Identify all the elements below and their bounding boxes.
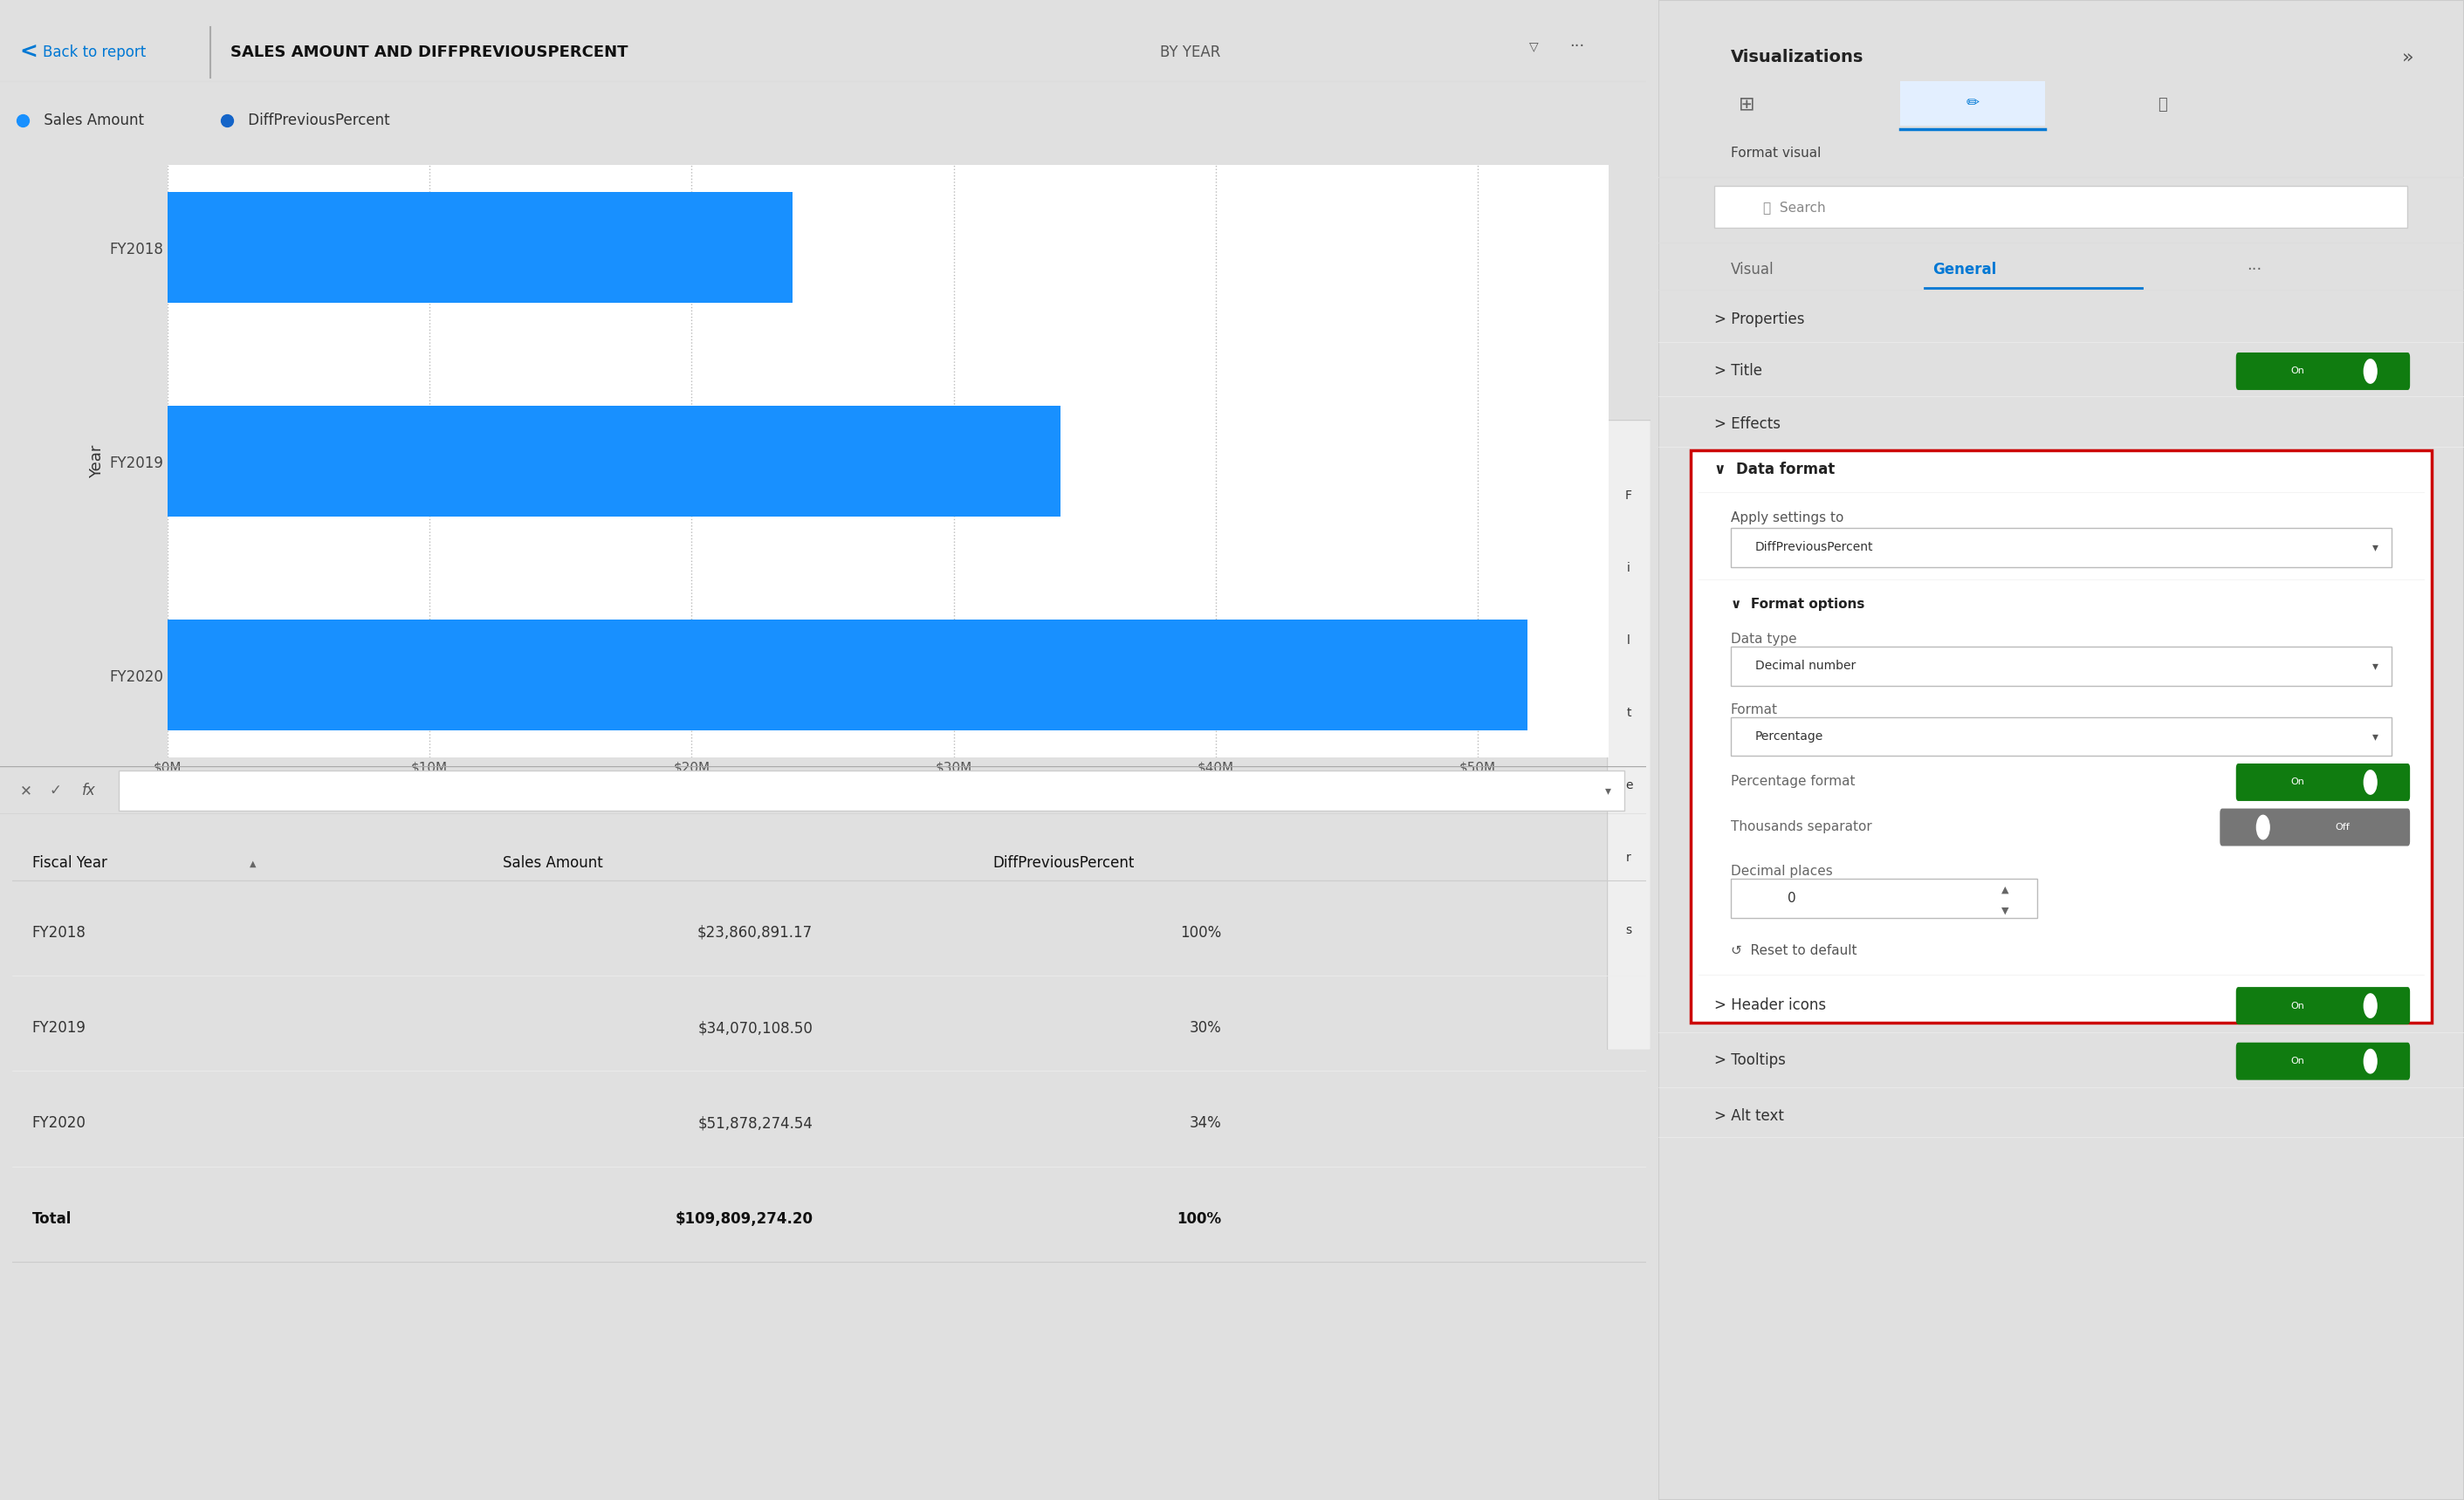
FancyBboxPatch shape <box>2235 987 2410 1025</box>
Text: 100%: 100% <box>1180 926 1222 941</box>
Bar <box>168 192 793 303</box>
Text: fx: fx <box>81 783 96 798</box>
Text: l: l <box>1626 634 1631 646</box>
Text: 100%: 100% <box>1178 1211 1222 1227</box>
FancyBboxPatch shape <box>1730 717 2393 756</box>
Circle shape <box>2363 1050 2378 1072</box>
Text: F: F <box>1626 489 1631 501</box>
Text: Percentage format: Percentage format <box>1730 776 1855 788</box>
Text: Format visual: Format visual <box>1730 147 1821 159</box>
Text: > Effects: > Effects <box>1715 417 1781 432</box>
Text: FY2020: FY2020 <box>32 1116 86 1131</box>
Text: Sales Amount: Sales Amount <box>503 855 604 871</box>
Text: ▾: ▾ <box>1604 784 1611 797</box>
Text: 34%: 34% <box>1190 1116 1222 1131</box>
FancyBboxPatch shape <box>2220 808 2410 846</box>
FancyBboxPatch shape <box>2235 352 2410 390</box>
FancyBboxPatch shape <box>118 771 1624 810</box>
Text: Off: Off <box>2336 824 2351 831</box>
Y-axis label: Year: Year <box>89 444 103 478</box>
Text: SALES AMOUNT AND DIFFPREVIOUSPERCENT: SALES AMOUNT AND DIFFPREVIOUSPERCENT <box>232 45 628 60</box>
Text: General: General <box>1932 262 1996 278</box>
FancyBboxPatch shape <box>1730 646 2393 686</box>
Text: i: i <box>1626 562 1631 574</box>
Circle shape <box>2363 360 2378 382</box>
Text: Total: Total <box>32 1211 71 1227</box>
Text: ∨  Format options: ∨ Format options <box>1730 599 1865 610</box>
Text: ▲: ▲ <box>249 860 256 867</box>
Text: FY2019: FY2019 <box>32 1020 86 1036</box>
Text: ✏: ✏ <box>1966 96 1979 111</box>
Text: 0: 0 <box>1786 892 1796 904</box>
Text: On: On <box>2292 1002 2304 1010</box>
Text: 🔍  Search: 🔍 Search <box>1764 201 1826 213</box>
Text: DiffPreviousPercent: DiffPreviousPercent <box>993 855 1133 871</box>
FancyBboxPatch shape <box>2235 1042 2410 1080</box>
Text: ▾: ▾ <box>2373 660 2378 672</box>
Text: r: r <box>1626 852 1631 864</box>
Text: ▼: ▼ <box>2001 906 2008 915</box>
Text: ▾: ▾ <box>2373 730 2378 743</box>
Text: ▽: ▽ <box>1530 40 1538 53</box>
Text: ✕: ✕ <box>20 783 32 798</box>
Text: Format: Format <box>1730 703 1779 716</box>
Text: e: e <box>1624 780 1634 792</box>
FancyBboxPatch shape <box>2235 764 2410 801</box>
Text: Back to report: Back to report <box>42 45 145 60</box>
Text: BY YEAR: BY YEAR <box>1161 45 1222 60</box>
Text: $23,860,891.17: $23,860,891.17 <box>697 926 813 941</box>
Text: > Header icons: > Header icons <box>1715 998 1826 1012</box>
Text: t: t <box>1626 706 1631 718</box>
Text: 30%: 30% <box>1190 1020 1222 1036</box>
Text: > Alt text: > Alt text <box>1715 1108 1784 1124</box>
FancyBboxPatch shape <box>1900 81 2045 126</box>
Text: Decimal number: Decimal number <box>1754 660 1855 672</box>
X-axis label: Sales Amount and DiffPreviousPercent: Sales Amount and DiffPreviousPercent <box>749 788 1027 803</box>
FancyBboxPatch shape <box>1730 528 2393 567</box>
Text: Percentage: Percentage <box>1754 730 1823 743</box>
Text: > Properties: > Properties <box>1715 312 1806 327</box>
Text: DiffPreviousPercent: DiffPreviousPercent <box>244 112 389 128</box>
Text: On: On <box>2292 368 2304 375</box>
Text: > Title: > Title <box>1715 363 1762 378</box>
Circle shape <box>2363 771 2378 794</box>
Text: Thousands separator: Thousands separator <box>1730 821 1873 833</box>
Text: ▾: ▾ <box>2373 542 2378 554</box>
Text: ▲: ▲ <box>2001 885 2008 894</box>
FancyBboxPatch shape <box>1690 450 2432 1023</box>
Text: s: s <box>1626 924 1631 936</box>
Text: ···: ··· <box>2247 262 2262 278</box>
Text: Data type: Data type <box>1730 633 1796 645</box>
Circle shape <box>2363 995 2378 1017</box>
Text: On: On <box>2292 778 2304 786</box>
Text: On: On <box>2292 1058 2304 1065</box>
Circle shape <box>2257 816 2269 838</box>
Text: <: < <box>20 42 37 63</box>
FancyBboxPatch shape <box>1607 420 1651 1050</box>
FancyBboxPatch shape <box>1730 879 2038 918</box>
Text: ∨  Data format: ∨ Data format <box>1715 462 1836 477</box>
Text: Sales Amount: Sales Amount <box>39 112 145 128</box>
Text: Visualizations: Visualizations <box>1730 48 1863 66</box>
Text: $34,070,108.50: $34,070,108.50 <box>697 1020 813 1036</box>
Text: Fiscal Year: Fiscal Year <box>32 855 106 871</box>
FancyBboxPatch shape <box>1715 186 2407 228</box>
Text: FY2018: FY2018 <box>32 926 86 941</box>
Text: ···: ··· <box>1570 39 1584 54</box>
Text: DiffPreviousPercent: DiffPreviousPercent <box>1754 542 1873 554</box>
Text: > Tooltips: > Tooltips <box>1715 1053 1786 1068</box>
Bar <box>168 405 1060 518</box>
Text: Visual: Visual <box>1730 262 1774 278</box>
Text: $51,878,274.54: $51,878,274.54 <box>697 1116 813 1131</box>
Text: »: » <box>2402 48 2415 66</box>
Text: ↺  Reset to default: ↺ Reset to default <box>1730 945 1858 957</box>
Text: ✓: ✓ <box>49 783 62 798</box>
Text: Decimal places: Decimal places <box>1730 866 1833 878</box>
Text: $109,809,274.20: $109,809,274.20 <box>675 1211 813 1227</box>
Text: 🌐: 🌐 <box>2158 98 2168 112</box>
Text: ⊞: ⊞ <box>1740 96 1754 114</box>
Text: Apply settings to: Apply settings to <box>1730 512 1843 524</box>
Bar <box>168 620 1528 730</box>
